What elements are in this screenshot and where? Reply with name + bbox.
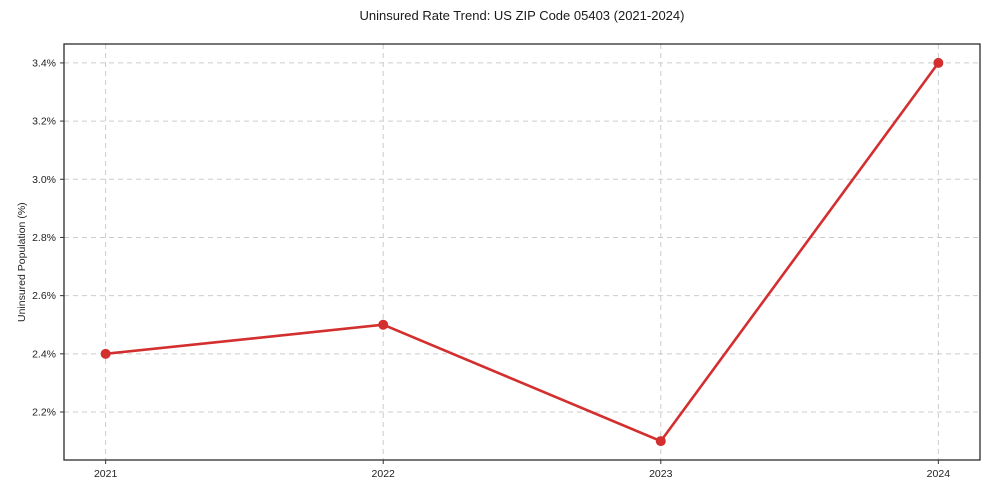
data-point-2024 <box>933 57 944 68</box>
y-tick-label-3.0%: 3.0% <box>32 174 56 186</box>
x-tick-label-2024: 2024 <box>927 468 951 480</box>
y-tick-label-2.4%: 2.4% <box>32 348 56 360</box>
x-tick-label-2022: 2022 <box>372 468 396 480</box>
plot-border <box>63 43 981 461</box>
y-tick-label-3.2%: 3.2% <box>32 116 56 128</box>
data-point-2023 <box>655 436 666 447</box>
y-axis-label: Uninsured Population (%) <box>16 202 28 322</box>
y-tick-label-2.2%: 2.2% <box>32 407 56 419</box>
y-tick-label-2.8%: 2.8% <box>32 232 56 244</box>
data-point-2021 <box>100 348 111 359</box>
x-tick-label-2021: 2021 <box>94 468 118 480</box>
x-tick-label-2023: 2023 <box>649 468 673 480</box>
y-tick-label-2.6%: 2.6% <box>32 290 56 302</box>
data-point-2022 <box>378 319 389 330</box>
trend-line-uninsured-rate <box>104 61 940 443</box>
chart-title: Uninsured Rate Trend: US ZIP Code 05403 … <box>359 8 685 23</box>
y-tick-label-3.4%: 3.4% <box>32 57 56 69</box>
